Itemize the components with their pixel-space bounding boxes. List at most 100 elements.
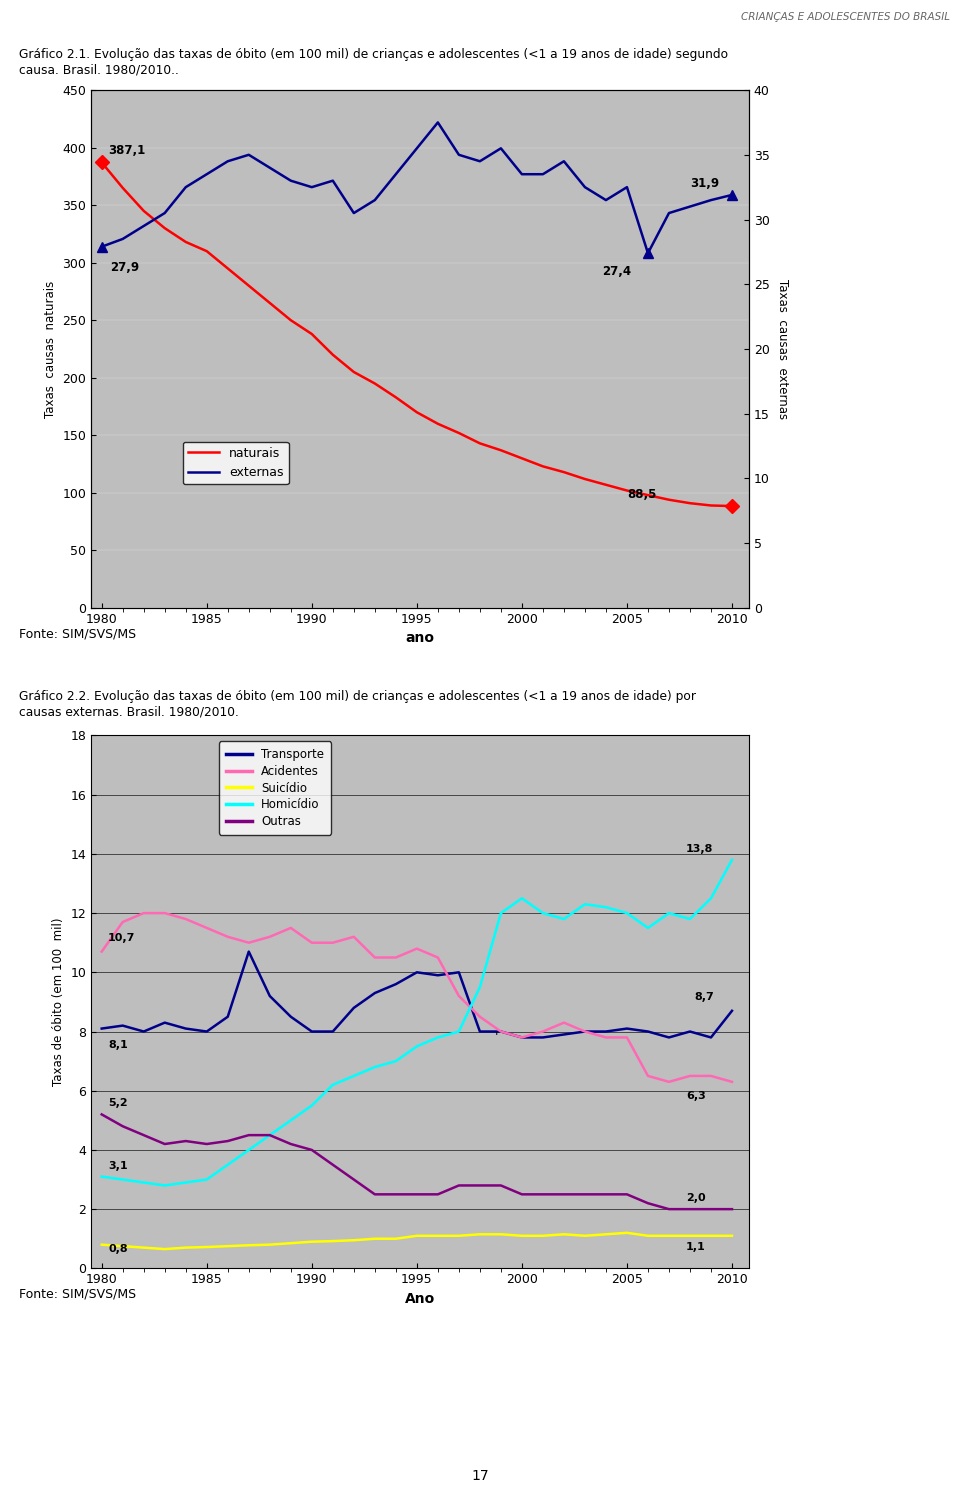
Transporte: [538, 1028, 549, 1046]
Text: Fonte: SIM/SVS/MS: Fonte: SIM/SVS/MS: [19, 627, 136, 641]
Y-axis label: Taxas  causas  externas: Taxas causas externas: [776, 279, 789, 419]
Outras: [159, 1135, 171, 1153]
Suicídio: [495, 1225, 507, 1243]
Transporte: [243, 943, 254, 961]
Text: 5,2: 5,2: [108, 1099, 128, 1108]
Homicídio: [706, 889, 717, 907]
Outras: [348, 1171, 360, 1189]
Acidentes: [369, 949, 380, 967]
Outras: [642, 1195, 654, 1213]
Homicídio: [96, 1168, 108, 1186]
Suicídio: [432, 1226, 444, 1244]
Suicídio: [600, 1225, 612, 1243]
Y-axis label: Taxas  causas  naturais: Taxas causas naturais: [44, 281, 57, 417]
Line: Suicídio: Suicídio: [102, 1232, 732, 1249]
Text: Gráfico 2.2. Evolução das taxas de óbito (em 100 mil) de crianças e adolescentes: Gráfico 2.2. Evolução das taxas de óbito…: [19, 690, 696, 704]
Acidentes: [663, 1073, 675, 1091]
Transporte: [453, 964, 465, 982]
Homicídio: [538, 904, 549, 922]
Suicídio: [474, 1225, 486, 1243]
Suicídio: [516, 1226, 528, 1244]
Suicídio: [117, 1237, 129, 1255]
Transporte: [96, 1019, 108, 1037]
Outras: [474, 1177, 486, 1195]
Suicídio: [538, 1226, 549, 1244]
Text: 6,3: 6,3: [685, 1091, 706, 1100]
Suicídio: [558, 1225, 569, 1243]
Acidentes: [222, 928, 233, 946]
Outras: [180, 1132, 191, 1150]
Acidentes: [411, 940, 422, 958]
Line: Homicídio: Homicídio: [102, 860, 732, 1186]
Homicídio: [663, 904, 675, 922]
Text: 27,9: 27,9: [110, 261, 139, 275]
Line: Outras: Outras: [102, 1114, 732, 1210]
Line: Transporte: Transporte: [102, 952, 732, 1037]
Suicídio: [706, 1226, 717, 1244]
Suicídio: [642, 1226, 654, 1244]
Transporte: [621, 1019, 633, 1037]
Suicídio: [327, 1232, 339, 1250]
Transporte: [726, 1001, 737, 1019]
Transporte: [390, 976, 401, 994]
Acidentes: [180, 910, 191, 928]
Suicídio: [138, 1238, 150, 1256]
Homicídio: [621, 904, 633, 922]
Transporte: [159, 1013, 171, 1031]
Transporte: [474, 1022, 486, 1040]
Legend: Transporte, Acidentes, Suicídio, Homicídio, Outras: Transporte, Acidentes, Suicídio, Homicíd…: [219, 741, 331, 835]
Acidentes: [726, 1073, 737, 1091]
Outras: [663, 1201, 675, 1219]
Suicídio: [663, 1226, 675, 1244]
Text: 387,1: 387,1: [108, 144, 145, 156]
Outras: [327, 1156, 339, 1174]
Outras: [411, 1186, 422, 1204]
Acidentes: [432, 949, 444, 967]
Outras: [201, 1135, 212, 1153]
Homicídio: [348, 1067, 360, 1085]
Acidentes: [306, 934, 318, 952]
Text: Fonte: SIM/SVS/MS: Fonte: SIM/SVS/MS: [19, 1288, 136, 1301]
Text: 0,8: 0,8: [108, 1243, 128, 1253]
Acidentes: [579, 1022, 590, 1040]
Homicídio: [264, 1126, 276, 1144]
Transporte: [222, 1007, 233, 1025]
Outras: [516, 1186, 528, 1204]
Acidentes: [558, 1013, 569, 1031]
Transporte: [285, 1007, 297, 1025]
Homicídio: [201, 1171, 212, 1189]
Text: 88,5: 88,5: [627, 488, 657, 501]
Text: 31,9: 31,9: [690, 177, 719, 189]
Text: 17: 17: [471, 1469, 489, 1483]
Outras: [306, 1141, 318, 1159]
Homicídio: [600, 898, 612, 916]
Transporte: [306, 1022, 318, 1040]
Transporte: [432, 967, 444, 985]
Outras: [117, 1117, 129, 1135]
Suicídio: [369, 1229, 380, 1247]
Homicídio: [579, 895, 590, 913]
Homicídio: [222, 1156, 233, 1174]
Text: 8,1: 8,1: [108, 1040, 128, 1051]
Y-axis label: Taxas de óbito (em 100  mil): Taxas de óbito (em 100 mil): [52, 917, 65, 1087]
Transporte: [558, 1025, 569, 1043]
Outras: [495, 1177, 507, 1195]
X-axis label: ano: ano: [405, 632, 435, 645]
Outras: [684, 1201, 696, 1219]
Acidentes: [642, 1067, 654, 1085]
Outras: [579, 1186, 590, 1204]
Homicídio: [411, 1037, 422, 1055]
Suicídio: [264, 1235, 276, 1253]
Acidentes: [538, 1022, 549, 1040]
Homicídio: [180, 1174, 191, 1192]
Suicídio: [306, 1232, 318, 1250]
Transporte: [411, 964, 422, 982]
Suicídio: [390, 1229, 401, 1247]
Homicídio: [159, 1177, 171, 1195]
Outras: [96, 1105, 108, 1123]
Suicídio: [411, 1226, 422, 1244]
Homicídio: [495, 904, 507, 922]
Homicídio: [558, 910, 569, 928]
Transporte: [495, 1022, 507, 1040]
Outras: [243, 1126, 254, 1144]
